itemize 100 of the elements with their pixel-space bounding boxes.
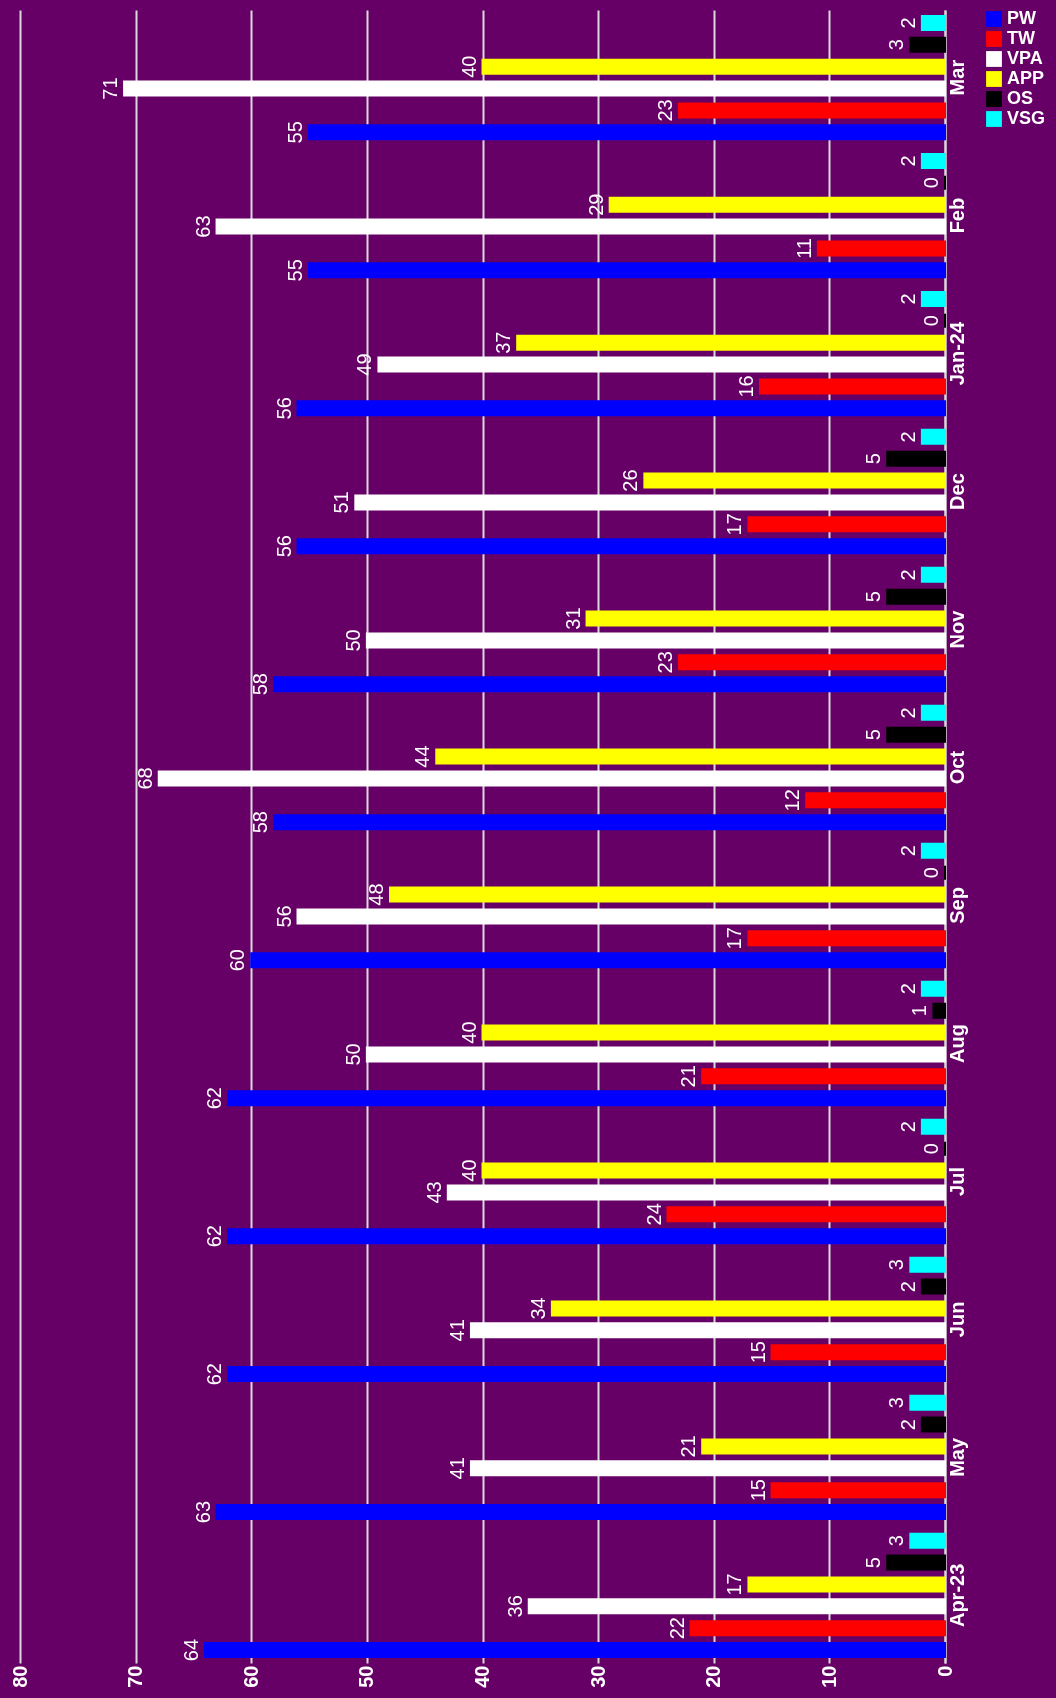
bar	[886, 450, 946, 467]
data-label: 22	[665, 1617, 688, 1640]
bar	[204, 1642, 946, 1659]
legend-label: VPA	[1007, 48, 1043, 68]
bar	[909, 1394, 946, 1411]
y-tick-label: Apr-23	[945, 1563, 968, 1628]
data-label: 62	[203, 1225, 226, 1248]
data-label: 5	[862, 1557, 885, 1569]
data-label: 0	[920, 867, 942, 879]
legend-label: OS	[1007, 88, 1034, 108]
bar	[816, 240, 946, 257]
x-tick-label: 50	[355, 1665, 378, 1688]
bar	[157, 770, 946, 787]
bar	[481, 1162, 946, 1179]
data-label: 3	[885, 1397, 908, 1409]
bar	[920, 842, 946, 859]
data-label: 2	[896, 707, 919, 719]
data-label: 3	[885, 1535, 908, 1547]
bar	[747, 1576, 946, 1593]
data-label: 50	[341, 629, 364, 652]
y-tick-label: May	[945, 1437, 968, 1477]
bar	[643, 472, 946, 489]
bar	[377, 356, 946, 373]
data-label: 64	[180, 1638, 202, 1662]
data-label: 3	[885, 1259, 908, 1271]
bar	[747, 516, 946, 533]
x-tick-label: 30	[586, 1665, 609, 1688]
y-tick-label: Jul	[945, 1167, 968, 1196]
data-label: 1	[908, 1005, 931, 1017]
data-label: 0	[920, 1143, 942, 1155]
data-label: 2	[896, 845, 919, 857]
legend-label: VSG	[1007, 108, 1046, 128]
bar	[469, 1460, 946, 1477]
bar	[759, 378, 946, 395]
bar	[215, 218, 946, 235]
bar	[227, 1090, 946, 1107]
data-label: 2	[896, 1419, 919, 1431]
y-tick-label: Mar	[945, 59, 968, 96]
bar	[250, 952, 946, 969]
x-tick-label: 20	[702, 1665, 725, 1688]
x-tick-label: 10	[817, 1665, 840, 1688]
data-label: 23	[654, 651, 677, 674]
bar	[920, 1118, 946, 1135]
data-label: 41	[445, 1319, 468, 1342]
data-label: 58	[249, 811, 272, 834]
bar	[747, 930, 946, 947]
bar	[365, 1046, 946, 1063]
bar	[481, 58, 946, 75]
bar	[227, 1228, 946, 1245]
data-label: 2	[896, 293, 919, 305]
data-label: 43	[422, 1181, 445, 1204]
data-label: 36	[503, 1595, 526, 1618]
bar	[886, 588, 946, 605]
legend-label: PW	[1007, 8, 1037, 28]
legend-label: TW	[1007, 28, 1035, 48]
data-label: 37	[492, 331, 515, 354]
y-tick-label: Nov	[945, 609, 968, 649]
bar	[701, 1068, 946, 1085]
data-label: 2	[896, 569, 919, 581]
data-label: 71	[99, 77, 122, 100]
bar	[296, 400, 946, 417]
data-label: 60	[226, 949, 249, 972]
bar	[666, 1206, 946, 1223]
data-label: 40	[457, 55, 480, 78]
bar	[469, 1322, 946, 1339]
data-label: 48	[365, 883, 387, 906]
bar	[920, 1416, 946, 1433]
data-label: 26	[619, 469, 642, 492]
bar	[886, 726, 946, 743]
bar	[909, 36, 946, 53]
y-tick-label: Dec	[945, 473, 968, 510]
data-label: 11	[792, 238, 815, 259]
data-label: 0	[920, 177, 942, 189]
bar	[805, 792, 946, 809]
data-label: 17	[723, 927, 746, 950]
data-label: 50	[341, 1043, 364, 1066]
y-tick-label: Jan-24	[945, 321, 968, 386]
bar	[435, 748, 946, 765]
data-label: 0	[920, 315, 942, 327]
data-label: 5	[862, 591, 885, 603]
data-label: 2	[896, 983, 919, 995]
data-label: 49	[353, 353, 376, 376]
bar	[550, 1300, 946, 1317]
bar	[354, 494, 946, 511]
data-label: 2	[896, 17, 919, 29]
bar	[678, 102, 946, 119]
bar	[678, 654, 946, 671]
data-label: 21	[677, 1065, 700, 1088]
y-tick-label: Oct	[945, 750, 968, 785]
data-label: 5	[862, 729, 885, 741]
bar	[689, 1620, 946, 1637]
y-tick-label: Sep	[945, 887, 968, 924]
bar	[273, 814, 946, 831]
data-label: 40	[457, 1159, 480, 1182]
bar	[920, 566, 946, 583]
bar	[296, 908, 946, 925]
data-label: 62	[203, 1363, 226, 1386]
bar	[123, 80, 946, 97]
bar	[701, 1438, 946, 1455]
bar	[215, 1504, 946, 1521]
